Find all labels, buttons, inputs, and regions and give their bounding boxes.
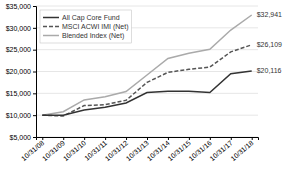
tick-mark — [168, 137, 169, 140]
x-axis: 10/31/0810/31/0910/31/1010/31/1110/31/12… — [20, 137, 259, 162]
tick-mark — [147, 137, 148, 140]
tick-mark — [33, 50, 36, 51]
grid-line — [36, 6, 258, 7]
grid-line — [36, 49, 258, 50]
y-axis: $5,000 $10,000 $15,000 $20,000 $25,000 $30,00… — [6, 3, 37, 141]
grid — [36, 6, 258, 137]
grid-line — [36, 71, 258, 72]
annotation: $26,109 — [257, 41, 282, 48]
tick: $30,000 — [6, 25, 36, 32]
tick-mark — [33, 93, 36, 94]
tick-mark — [126, 137, 127, 140]
tick-label: $30,000 — [6, 25, 31, 32]
tick-label: 10/31/18 — [229, 139, 254, 162]
chart: $5,000 $10,000 $15,000 $20,000 $25,000 $30,00… — [0, 0, 294, 171]
tick-mark — [42, 137, 43, 140]
tick: $5,000 — [10, 134, 36, 141]
axis-line — [33, 7, 37, 138]
tick-label: $5,000 — [10, 134, 32, 141]
tick-mark — [231, 137, 232, 140]
tick-mark — [252, 137, 253, 140]
legend-label: All Cap Core Fund — [62, 14, 120, 22]
legend: All Cap Core FundMSCI ACWI IMI (Net)Blen… — [40, 10, 132, 43]
tick-mark — [189, 137, 190, 140]
tick: 10/31/10 — [62, 137, 87, 162]
line — [42, 71, 251, 115]
tick: 10/31/18 — [229, 137, 254, 162]
tick-mark — [33, 115, 36, 116]
tick-mark — [63, 137, 64, 140]
tick: $35,000 — [6, 3, 36, 10]
legend-box — [40, 10, 132, 43]
tick: $15,000 — [6, 90, 36, 97]
tick-mark — [210, 137, 211, 140]
tick-mark — [33, 28, 36, 29]
legend-swatch — [43, 35, 59, 37]
legend-swatch — [43, 26, 59, 28]
tick: $10,000 — [6, 112, 36, 119]
tick-mark — [33, 137, 36, 138]
legend-label: MSCI ACWI IMI (Net) — [62, 23, 129, 31]
annotation: $20,116 — [257, 67, 282, 74]
tick-label: $20,000 — [6, 68, 31, 75]
tick-label: $10,000 — [6, 112, 31, 119]
tick-label: $25,000 — [6, 46, 31, 53]
tick-label: $35,000 — [6, 3, 31, 10]
tick: $20,000 — [6, 68, 36, 75]
tick: $25,000 — [6, 46, 36, 53]
tick-mark — [84, 137, 85, 140]
legend-label: Blended Index (Net) — [62, 32, 124, 40]
annotation: $32,941 — [257, 11, 282, 18]
annotations: $32,941 $26,109 $20,116 — [257, 11, 282, 74]
line — [42, 45, 251, 116]
tick-mark — [33, 72, 36, 73]
tick-label: 10/31/10 — [62, 139, 87, 162]
tick-label: $15,000 — [6, 90, 31, 97]
tick-mark — [33, 6, 36, 7]
tick-mark — [105, 137, 106, 140]
axis-line — [37, 138, 259, 141]
grid-line — [36, 115, 258, 116]
legend-swatch — [43, 17, 59, 19]
